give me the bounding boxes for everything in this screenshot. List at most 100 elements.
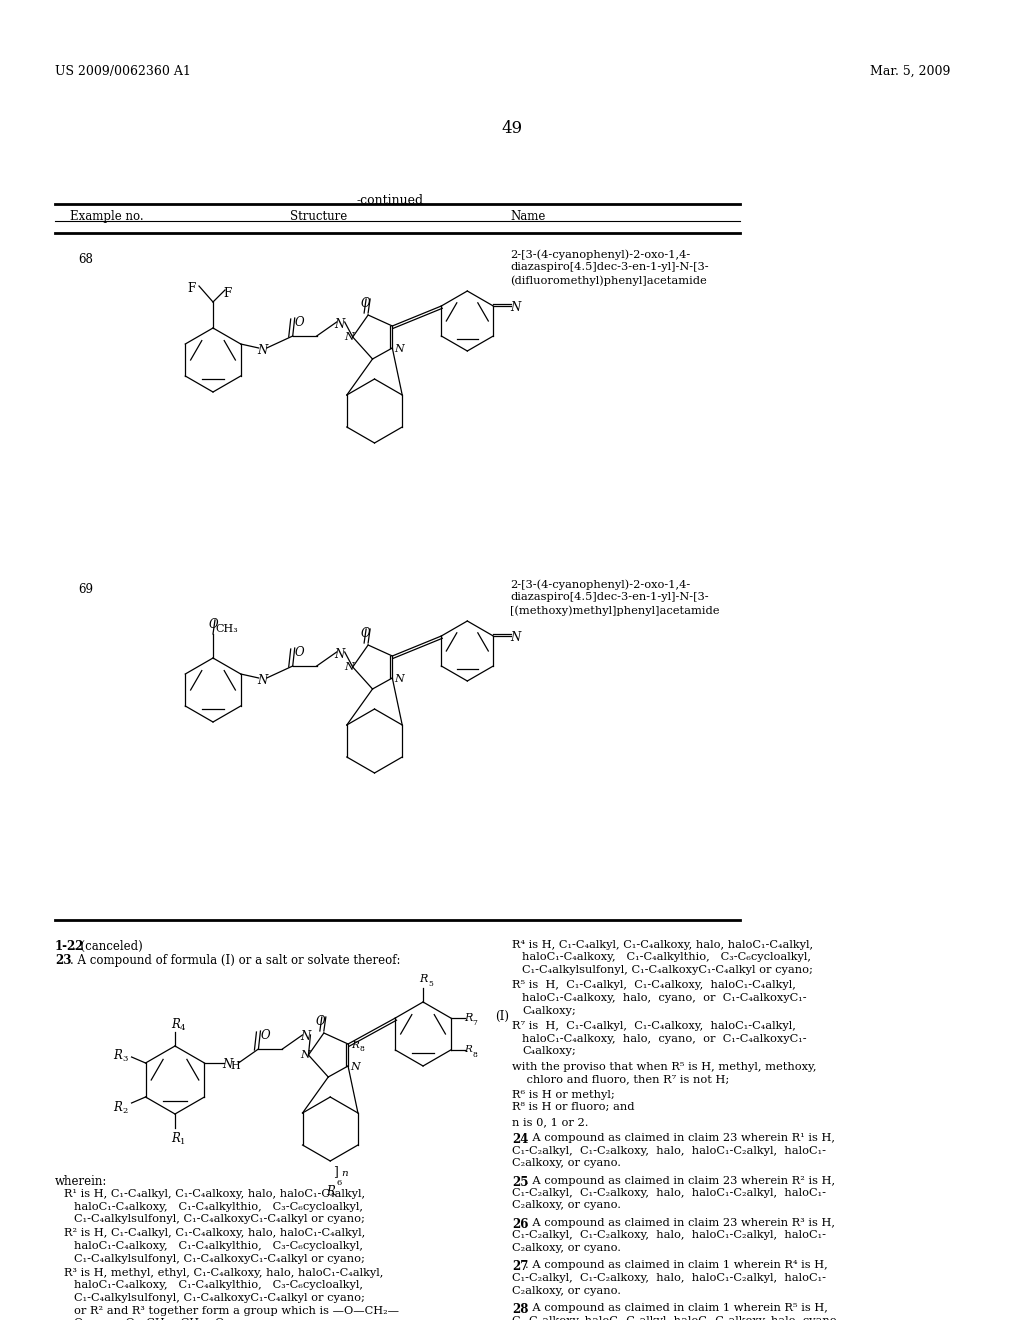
Text: F: F bbox=[223, 286, 231, 300]
Text: 1-22: 1-22 bbox=[55, 940, 85, 953]
Text: R: R bbox=[171, 1018, 180, 1031]
Text: C₂alkoxy, or cyano.: C₂alkoxy, or cyano. bbox=[512, 1243, 621, 1253]
Text: N: N bbox=[300, 1030, 310, 1043]
Text: R: R bbox=[114, 1049, 123, 1063]
Text: haloC₁-C₄alkoxy,   C₁-C₄alkylthio,   C₃-C₆cycloalkyl,: haloC₁-C₄alkoxy, C₁-C₄alkylthio, C₃-C₆cy… bbox=[74, 1241, 362, 1251]
Text: N: N bbox=[258, 675, 268, 686]
Text: N: N bbox=[258, 345, 268, 356]
Text: R: R bbox=[464, 1012, 472, 1023]
Text: . A compound as claimed in claim 23 wherein R¹ is H,: . A compound as claimed in claim 23 wher… bbox=[525, 1133, 835, 1143]
Text: Mar. 5, 2009: Mar. 5, 2009 bbox=[870, 65, 950, 78]
Text: R⁷ is  H,  C₁-C₄alkyl,  C₁-C₄alkoxy,  haloC₁-C₄alkyl,: R⁷ is H, C₁-C₄alkyl, C₁-C₄alkoxy, haloC₁… bbox=[512, 1020, 796, 1031]
Text: haloC₁-C₄alkoxy,   C₁-C₄alkylthio,   C₃-C₆cycloalkyl,: haloC₁-C₄alkoxy, C₁-C₄alkylthio, C₃-C₆cy… bbox=[522, 953, 811, 962]
Text: . A compound of formula (I) or a salt or solvate thereof:: . A compound of formula (I) or a salt or… bbox=[70, 954, 400, 968]
Text: Example no.: Example no. bbox=[70, 210, 143, 223]
Text: haloC₁-C₄alkoxy,   C₁-C₄alkylthio,   C₃-C₆cycloalkyl,: haloC₁-C₄alkoxy, C₁-C₄alkylthio, C₃-C₆cy… bbox=[74, 1280, 362, 1291]
Text: O— or —O—CH₂—CH₂—O—;: O— or —O—CH₂—CH₂—O—; bbox=[74, 1317, 240, 1320]
Text: R: R bbox=[464, 1045, 472, 1053]
Text: C₁-C₂alkyl,  C₁-C₂alkoxy,  halo,  haloC₁-C₂alkyl,  haloC₁-: C₁-C₂alkyl, C₁-C₂alkoxy, halo, haloC₁-C₂… bbox=[512, 1188, 826, 1199]
Text: C₄alkoxy;: C₄alkoxy; bbox=[522, 1006, 575, 1015]
Text: O: O bbox=[360, 297, 370, 310]
Text: C₂alkoxy, or cyano.: C₂alkoxy, or cyano. bbox=[512, 1200, 621, 1210]
Text: N: N bbox=[350, 1063, 359, 1072]
Text: C₁-C₂alkoxy, haloC₁-C₂alkyl, haloC₁-C₂alkoxy, halo, cyano,: C₁-C₂alkoxy, haloC₁-C₂alkyl, haloC₁-C₂al… bbox=[512, 1316, 841, 1320]
Text: diazaspiro[4.5]dec-3-en-1-yl]-N-[3-: diazaspiro[4.5]dec-3-en-1-yl]-N-[3- bbox=[510, 261, 709, 272]
Text: Structure: Structure bbox=[290, 210, 347, 223]
Text: 3: 3 bbox=[123, 1055, 128, 1063]
Text: wherein:: wherein: bbox=[55, 1175, 108, 1188]
Text: R³ is H, methyl, ethyl, C₁-C₄alkoxy, halo, haloC₁-C₄alkyl,: R³ is H, methyl, ethyl, C₁-C₄alkoxy, hal… bbox=[63, 1269, 383, 1278]
Text: 49: 49 bbox=[502, 120, 522, 137]
Text: haloC₁-C₄alkoxy,  halo,  cyano,  or  C₁-C₄alkoxyC₁-: haloC₁-C₄alkoxy, halo, cyano, or C₁-C₄al… bbox=[522, 993, 807, 1003]
Text: N: N bbox=[222, 1059, 232, 1071]
Text: R⁴ is H, C₁-C₄alkyl, C₁-C₄alkoxy, halo, haloC₁-C₄alkyl,: R⁴ is H, C₁-C₄alkyl, C₁-C₄alkoxy, halo, … bbox=[512, 940, 813, 950]
Text: N: N bbox=[394, 345, 404, 354]
Text: O: O bbox=[295, 315, 304, 329]
Text: chloro and fluoro, then R⁷ is not H;: chloro and fluoro, then R⁷ is not H; bbox=[512, 1074, 729, 1084]
Text: C₁-C₂alkyl,  C₁-C₂alkoxy,  halo,  haloC₁-C₂alkyl,  haloC₁-: C₁-C₂alkyl, C₁-C₂alkoxy, halo, haloC₁-C₂… bbox=[512, 1230, 826, 1241]
Text: R² is H, C₁-C₄alkyl, C₁-C₄alkoxy, halo, haloC₁-C₄alkyl,: R² is H, C₁-C₄alkyl, C₁-C₄alkoxy, halo, … bbox=[63, 1229, 366, 1238]
Text: 1: 1 bbox=[180, 1138, 185, 1146]
Text: 7: 7 bbox=[473, 1019, 477, 1027]
Text: ]: ] bbox=[333, 1166, 338, 1177]
Text: . A compound as claimed in claim 23 wherein R³ is H,: . A compound as claimed in claim 23 wher… bbox=[525, 1218, 835, 1228]
Text: C₄alkoxy;: C₄alkoxy; bbox=[522, 1045, 575, 1056]
Text: C₂alkoxy, or cyano.: C₂alkoxy, or cyano. bbox=[512, 1158, 621, 1168]
Text: N: N bbox=[345, 333, 354, 342]
Text: O: O bbox=[209, 618, 219, 631]
Text: 26: 26 bbox=[512, 1218, 528, 1232]
Text: C₂alkoxy, or cyano.: C₂alkoxy, or cyano. bbox=[512, 1286, 621, 1295]
Text: R⁸ is H or fluoro; and: R⁸ is H or fluoro; and bbox=[512, 1102, 635, 1111]
Text: N: N bbox=[300, 1049, 310, 1060]
Text: (difluoromethyl)phenyl]acetamide: (difluoromethyl)phenyl]acetamide bbox=[510, 275, 707, 285]
Text: haloC₁-C₄alkoxy,  halo,  cyano,  or  C₁-C₄alkoxyC₁-: haloC₁-C₄alkoxy, halo, cyano, or C₁-C₄al… bbox=[522, 1034, 807, 1044]
Text: R: R bbox=[171, 1133, 180, 1144]
Text: CH₃: CH₃ bbox=[215, 624, 238, 634]
Text: 27: 27 bbox=[512, 1261, 528, 1274]
Text: 23: 23 bbox=[55, 954, 72, 968]
Text: C₁-C₄alkylsulfonyl, C₁-C₄alkoxyC₁-C₄alkyl or cyano;: C₁-C₄alkylsulfonyl, C₁-C₄alkoxyC₁-C₄alky… bbox=[74, 1214, 365, 1224]
Text: 69: 69 bbox=[78, 583, 93, 597]
Text: 8: 8 bbox=[473, 1051, 477, 1059]
Text: N: N bbox=[335, 648, 345, 661]
Text: N: N bbox=[510, 631, 520, 644]
Text: 2-[3-(4-cyanophenyl)-2-oxo-1,4-: 2-[3-(4-cyanophenyl)-2-oxo-1,4- bbox=[510, 249, 690, 260]
Text: or R² and R³ together form a group which is —O—CH₂—: or R² and R³ together form a group which… bbox=[74, 1305, 399, 1316]
Text: N: N bbox=[345, 663, 354, 672]
Text: (I): (I) bbox=[495, 1010, 509, 1023]
Text: 4: 4 bbox=[180, 1024, 185, 1032]
Text: 2-[3-(4-cyanophenyl)-2-oxo-1,4-: 2-[3-(4-cyanophenyl)-2-oxo-1,4- bbox=[510, 579, 690, 590]
Text: . A compound as claimed in claim 1 wherein R⁴ is H,: . A compound as claimed in claim 1 where… bbox=[525, 1261, 827, 1270]
Text: Name: Name bbox=[510, 210, 546, 223]
Text: R⁵ is  H,  C₁-C₄alkyl,  C₁-C₄alkoxy,  haloC₁-C₄alkyl,: R⁵ is H, C₁-C₄alkyl, C₁-C₄alkoxy, haloC₁… bbox=[512, 981, 796, 990]
Text: F: F bbox=[187, 282, 196, 294]
Text: O: O bbox=[295, 645, 304, 659]
Text: 5: 5 bbox=[428, 979, 433, 987]
Text: N: N bbox=[335, 318, 345, 331]
Text: . A compound as claimed in claim 23 wherein R² is H,: . A compound as claimed in claim 23 wher… bbox=[525, 1176, 836, 1185]
Text: R: R bbox=[114, 1101, 123, 1114]
Text: N: N bbox=[394, 675, 404, 684]
Text: 8: 8 bbox=[359, 1045, 364, 1053]
Text: N: N bbox=[510, 301, 520, 314]
Text: n: n bbox=[341, 1170, 348, 1177]
Text: 6: 6 bbox=[336, 1179, 341, 1187]
Text: n is 0, 1 or 2.: n is 0, 1 or 2. bbox=[512, 1118, 589, 1127]
Text: C₁-C₂alkyl,  C₁-C₂alkoxy,  halo,  haloC₁-C₂alkyl,  haloC₁-: C₁-C₂alkyl, C₁-C₂alkoxy, halo, haloC₁-C₂… bbox=[512, 1272, 826, 1283]
Text: haloC₁-C₄alkoxy,   C₁-C₄alkylthio,   C₃-C₆cycloalkyl,: haloC₁-C₄alkoxy, C₁-C₄alkylthio, C₃-C₆cy… bbox=[74, 1201, 362, 1212]
Text: R⁶ is H or methyl;: R⁶ is H or methyl; bbox=[512, 1089, 614, 1100]
Text: C₁-C₄alkylsulfonyl, C₁-C₄alkoxyC₁-C₄alkyl or cyano;: C₁-C₄alkylsulfonyl, C₁-C₄alkoxyC₁-C₄alky… bbox=[74, 1294, 365, 1303]
Text: R: R bbox=[327, 1185, 335, 1199]
Text: 25: 25 bbox=[512, 1176, 528, 1188]
Text: C₁-C₄alkylsulfonyl, C₁-C₄alkoxyC₁-C₄alkyl or cyano;: C₁-C₄alkylsulfonyl, C₁-C₄alkoxyC₁-C₄alky… bbox=[522, 965, 813, 975]
Text: O: O bbox=[315, 1015, 326, 1028]
Text: 2: 2 bbox=[123, 1107, 128, 1115]
Text: R: R bbox=[351, 1041, 359, 1049]
Text: diazaspiro[4.5]dec-3-en-1-yl]-N-[3-: diazaspiro[4.5]dec-3-en-1-yl]-N-[3- bbox=[510, 591, 709, 602]
Text: O: O bbox=[360, 627, 370, 640]
Text: -continued: -continued bbox=[356, 194, 424, 207]
Text: 24: 24 bbox=[512, 1133, 528, 1146]
Text: US 2009/0062360 A1: US 2009/0062360 A1 bbox=[55, 65, 190, 78]
Text: R: R bbox=[419, 974, 427, 983]
Text: 68: 68 bbox=[78, 253, 93, 267]
